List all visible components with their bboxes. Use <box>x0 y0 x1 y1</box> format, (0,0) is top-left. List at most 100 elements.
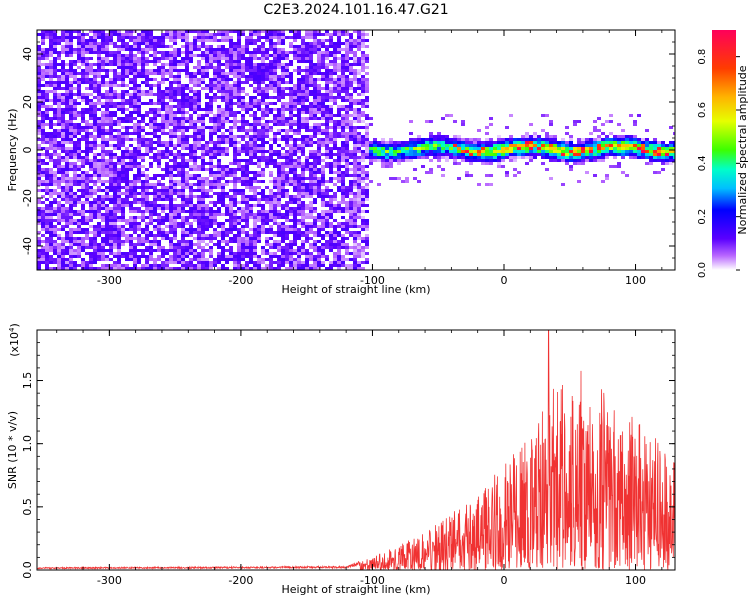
spectrogram-cell <box>249 96 253 99</box>
spectrogram-cell <box>237 96 241 99</box>
spectrogram-cell <box>129 234 133 237</box>
spectrogram-cell <box>65 69 69 72</box>
spectrogram-cell <box>297 246 301 249</box>
spectrogram-cell <box>253 42 257 45</box>
spectrogram-cell <box>149 33 153 36</box>
spectrogram-cell <box>189 30 193 33</box>
spectrogram-cell <box>233 135 237 138</box>
spectrogram-cell <box>349 126 353 129</box>
spectrogram-cell <box>173 162 177 165</box>
spectrogram-cell <box>53 198 57 201</box>
spectrogram-cell <box>325 39 329 42</box>
spectrogram-cell <box>97 177 101 180</box>
spectrogram-cell <box>209 267 213 270</box>
spectrogram-cell <box>89 255 93 258</box>
spectrogram-cell <box>353 147 357 150</box>
spectrogram-cell <box>93 210 97 213</box>
spectrogram-cell <box>297 219 301 222</box>
spectrogram-cell <box>237 153 241 156</box>
spectrogram-cell <box>45 33 49 36</box>
spectrogram-cell <box>237 129 241 132</box>
spectrogram-cell <box>121 171 125 174</box>
spectrogram-cell <box>153 234 157 237</box>
spectrogram-cell <box>333 183 337 186</box>
spectrogram-cell <box>165 150 169 153</box>
spectrogram-cell <box>341 72 345 75</box>
spectrogram-cell <box>137 63 141 66</box>
spectrogram-cell <box>205 192 209 195</box>
spectrogram-cell <box>105 264 109 267</box>
spectrogram-cell <box>337 171 341 174</box>
spectrogram-cell <box>161 120 165 123</box>
spectrogram-cell <box>233 180 237 183</box>
spectrogram-cell <box>77 126 81 129</box>
spectrogram-cell <box>269 195 273 198</box>
spectrogram-cell <box>57 168 61 171</box>
spectrogram-cell <box>237 261 241 264</box>
spectrogram-cell <box>137 60 141 63</box>
spectrogram-cell <box>81 63 85 66</box>
spectrogram-cell <box>233 93 237 96</box>
spectrogram-cell <box>93 198 97 201</box>
spectrogram-cell <box>149 111 153 114</box>
spectrogram-cell <box>205 261 209 264</box>
spectrogram-cell <box>37 267 41 270</box>
spectrogram-cell <box>257 66 261 69</box>
spectrogram-cell <box>253 123 257 126</box>
spectrogram-cell <box>281 216 285 219</box>
spectrogram-cell <box>213 84 217 87</box>
spectrogram-cell <box>281 171 285 174</box>
spectrogram-cell <box>285 132 289 135</box>
spectrogram-cell <box>305 228 309 231</box>
spectrogram-cell <box>201 87 205 90</box>
spectrogram-cell <box>193 177 197 180</box>
spectrogram-cell <box>173 213 177 216</box>
spectrogram-cell <box>93 216 97 219</box>
spectrogram-cell <box>233 54 237 57</box>
spectrogram-cell <box>209 54 213 57</box>
spectrogram-cell <box>125 165 129 168</box>
spectrogram-cell <box>305 105 309 108</box>
spectrogram-cell <box>97 195 101 198</box>
spectrogram-cell <box>129 60 133 63</box>
spectrogram-cell <box>229 237 233 240</box>
spectrogram-cell <box>241 255 245 258</box>
spectrogram-cell <box>201 165 205 168</box>
spectrogram-cell <box>337 147 341 150</box>
spectrogram-cell <box>101 159 105 162</box>
spectrogram-cell <box>313 87 317 90</box>
spectrogram-cell <box>97 180 101 183</box>
spectrogram-cell <box>61 174 65 177</box>
spectrogram-cell <box>197 267 201 270</box>
spectrogram-cell <box>237 30 241 33</box>
spectrogram-cell <box>289 99 293 102</box>
spectrogram-cell <box>57 195 61 198</box>
spectrogram-cell <box>345 174 349 177</box>
spectrogram-cell <box>309 189 313 192</box>
spectrogram-cell <box>245 150 249 153</box>
spectrogram-cell <box>317 213 321 216</box>
spectrogram-cell <box>313 51 317 54</box>
spectrogram-cell <box>129 258 133 261</box>
spectrogram-cell <box>293 252 297 255</box>
spectrogram-cell <box>317 252 321 255</box>
spectrogram-cell <box>297 222 301 225</box>
spectrogram-cell <box>317 153 321 156</box>
spectrogram-cell <box>141 213 145 216</box>
spectrogram-cell <box>353 216 357 219</box>
spectrogram-cell <box>169 81 173 84</box>
spectrogram-cell <box>205 237 209 240</box>
spectrogram-cell <box>185 66 189 69</box>
spectrogram-cell <box>169 36 173 39</box>
spectrogram-cell <box>349 180 353 183</box>
spectrogram-cell <box>289 183 293 186</box>
spectrogram-cell <box>345 105 349 108</box>
spectrogram-cell <box>289 255 293 258</box>
spectrogram-cell <box>293 159 297 162</box>
spectrogram-cell <box>125 60 129 63</box>
spectrogram-cell <box>253 255 257 258</box>
spectrogram-cell <box>269 198 273 201</box>
spectrogram-cell <box>185 138 189 141</box>
spectrogram-cell <box>201 153 205 156</box>
spectrogram-cell <box>341 198 345 201</box>
